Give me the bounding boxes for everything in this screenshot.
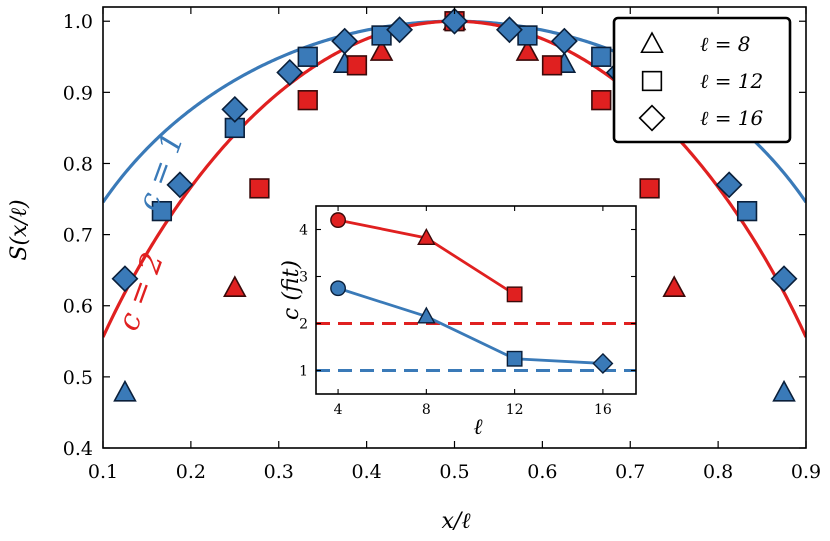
point-triangle [369, 39, 394, 61]
point-diamond [111, 265, 139, 293]
point-square [297, 90, 318, 111]
x-tick-label: 0.2 [176, 461, 206, 483]
point-square [297, 46, 318, 67]
y-tick-label: 0.4 [63, 438, 93, 460]
curve-label-c2: c = 2 [111, 248, 171, 335]
point-diamond [221, 95, 249, 123]
point-diamond [715, 171, 743, 199]
point-square [541, 55, 563, 76]
inset-x-tick-label: 16 [594, 402, 612, 418]
point-diamond [276, 58, 304, 86]
point-square [591, 90, 612, 111]
inset-x-tick-label: 12 [506, 402, 524, 418]
inset-point-triangle [417, 227, 436, 246]
point-triangle [223, 275, 247, 298]
y-axis-label: S(x/ℓ) [7, 199, 32, 260]
inset-x-tick-label: 4 [334, 402, 343, 418]
x-tick-label: 0.5 [439, 461, 469, 483]
y-tick-label: 0.5 [63, 367, 93, 389]
legend-marker-square [641, 70, 663, 92]
point-square [639, 178, 660, 199]
point-diamond [770, 265, 798, 293]
x-tick-label: 0.8 [703, 461, 733, 483]
y-tick-label: 0.6 [63, 296, 93, 318]
legend-label: ℓ = 16 [700, 106, 764, 130]
point-diamond [166, 171, 194, 199]
point-diamond [386, 16, 414, 44]
inset-y-tick-label: 4 [299, 223, 308, 239]
inset-point-square [506, 350, 523, 367]
main-ticks: 0.1 0.2 0.3 0.4 0.5 0.6 0.7 0.8 0.9 0.4 0.5 0.6 0.7 0… [63, 7, 821, 483]
inset-point-diamond [592, 352, 614, 374]
point-square [591, 46, 612, 67]
y-tick-label: 0.8 [63, 153, 93, 175]
x-tick-label: 0.7 [615, 461, 645, 483]
inset-background [316, 206, 636, 394]
point-triangle [515, 39, 540, 61]
point-square [346, 55, 368, 76]
y-tick-label: 0.9 [63, 82, 93, 104]
data-points [111, 7, 798, 402]
legend-label: ℓ = 8 [700, 32, 751, 56]
inset-point-circle [330, 280, 346, 297]
legend-marker-diamond [638, 104, 666, 132]
point-square [151, 200, 173, 222]
inset-y-tick-label: 2 [299, 317, 308, 333]
curve-label-c1: c = 1 [131, 128, 191, 215]
y-tick-label: 1.0 [63, 11, 93, 33]
point-triangle [113, 379, 137, 402]
inset-point-triangle [417, 306, 436, 324]
inset-x-axis-label: ℓ [473, 415, 483, 440]
x-tick-label: 0.1 [88, 461, 118, 483]
point-triangle [662, 275, 686, 298]
x-axis-label: x/ℓ [442, 509, 472, 534]
x-tick-label: 0.6 [527, 461, 557, 483]
main-plot [102, 6, 807, 449]
legend: ℓ = 8 ℓ = 12 ℓ = 16 [612, 16, 792, 144]
point-square [736, 200, 758, 222]
legend-marker-triangle [640, 31, 664, 54]
point-square [517, 25, 538, 46]
point-triangle [772, 379, 796, 402]
inset-y-tick-label: 1 [299, 364, 308, 380]
inset-y-axis-label: c (fit) [279, 260, 304, 320]
inset-y-tick-label: 3 [299, 270, 308, 286]
inset-frame [315, 205, 637, 395]
point-diamond [331, 27, 359, 55]
x-tick-label: 0.4 [352, 461, 382, 483]
inset-x-tick-label: 8 [422, 402, 431, 418]
point-diamond [441, 7, 468, 35]
point-square [371, 25, 392, 46]
inset-series-line [337, 286, 603, 365]
point-diamond [550, 27, 578, 55]
y-tick-label: 0.7 [63, 225, 93, 247]
inset-point-circle [330, 212, 346, 229]
point-square [249, 178, 270, 199]
x-tick-label: 0.9 [791, 461, 821, 483]
point-diamond [495, 16, 523, 44]
legend-label: ℓ = 12 [700, 69, 763, 93]
x-tick-label: 0.3 [264, 461, 294, 483]
inset-point-square [506, 286, 523, 303]
